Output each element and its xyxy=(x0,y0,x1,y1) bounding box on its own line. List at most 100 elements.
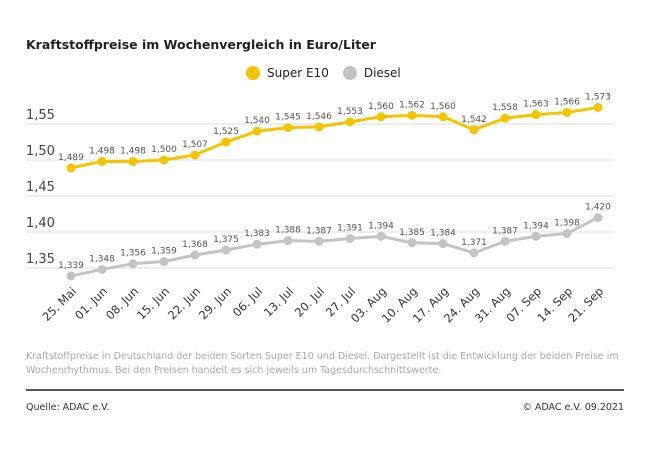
data-point xyxy=(593,213,603,223)
data-label: 1,546 xyxy=(306,112,332,122)
data-point xyxy=(314,236,324,246)
data-point xyxy=(314,122,324,132)
data-point xyxy=(252,126,262,136)
data-point xyxy=(593,102,603,112)
x-tick-label: 13. Jul xyxy=(261,284,296,319)
data-label: 1,339 xyxy=(58,261,84,271)
data-label: 1,562 xyxy=(399,100,425,110)
data-point xyxy=(500,113,510,123)
data-point xyxy=(159,155,169,165)
data-label: 1,359 xyxy=(151,247,177,257)
y-tick-label: 1,40 xyxy=(26,216,55,231)
x-tick-label: 22. Jun xyxy=(165,284,203,322)
data-point xyxy=(469,248,479,258)
data-point xyxy=(407,110,417,120)
data-point xyxy=(159,257,169,267)
chart-title: Kraftstoffpreise im Wochenvergleich in E… xyxy=(26,37,376,52)
data-point xyxy=(190,250,200,260)
data-label: 1,385 xyxy=(399,228,425,238)
data-point xyxy=(407,238,417,248)
data-label: 1,356 xyxy=(120,249,146,259)
data-label: 1,545 xyxy=(275,113,301,123)
data-label: 1,542 xyxy=(461,115,487,125)
data-label: 1,420 xyxy=(585,203,611,213)
x-tick-label: 29. Jun xyxy=(196,284,234,322)
data-label: 1,540 xyxy=(244,116,270,126)
data-point xyxy=(128,259,138,269)
x-tick-label: 01. Jun xyxy=(72,284,110,322)
y-tick-label: 1,35 xyxy=(26,252,55,267)
data-point xyxy=(562,228,572,238)
x-tick-label: 20. Jul xyxy=(292,284,327,319)
data-point xyxy=(283,236,293,246)
data-point xyxy=(376,231,386,241)
legend-label-super: Super E10 xyxy=(267,66,329,80)
y-tick-label: 1,50 xyxy=(26,144,55,159)
source: Quelle: ADAC e.V. xyxy=(26,402,110,413)
x-tick-label: 08. Jun xyxy=(103,284,141,322)
data-label: 1,553 xyxy=(337,107,363,117)
data-point xyxy=(345,117,355,127)
data-label: 1,368 xyxy=(182,240,208,250)
data-label: 1,398 xyxy=(554,218,580,228)
data-point xyxy=(252,239,262,249)
x-tick-label: 06. Jul xyxy=(230,284,265,319)
chart-note: Kraftstoffpreise in Deutschland der beid… xyxy=(26,351,619,376)
legend-label-diesel: Diesel xyxy=(363,66,401,80)
data-point xyxy=(531,110,541,120)
legend-dot-diesel xyxy=(342,66,357,80)
data-point xyxy=(531,231,541,241)
data-label: 1,489 xyxy=(58,153,84,163)
data-label: 1,383 xyxy=(244,229,270,239)
data-label: 1,525 xyxy=(213,127,239,137)
data-point xyxy=(221,137,231,147)
data-label: 1,391 xyxy=(337,223,363,233)
data-point xyxy=(190,150,200,160)
data-point xyxy=(221,245,231,255)
data-label: 1,498 xyxy=(89,146,115,156)
divider xyxy=(26,389,624,391)
data-label: 1,563 xyxy=(523,100,549,110)
series-line-super xyxy=(70,105,599,170)
data-label: 1,371 xyxy=(461,238,487,248)
data-label: 1,388 xyxy=(275,226,301,236)
data-point xyxy=(562,107,572,117)
data-label: 1,387 xyxy=(306,226,332,236)
data-label: 1,384 xyxy=(430,229,456,239)
data-label: 1,560 xyxy=(430,102,456,112)
x-tick-label: 25. Mai xyxy=(39,284,79,324)
data-point xyxy=(345,233,355,243)
data-point xyxy=(66,271,76,281)
legend-item-super: Super E10 xyxy=(246,66,329,80)
data-point xyxy=(66,163,76,173)
data-label: 1,500 xyxy=(151,145,177,155)
data-point xyxy=(376,112,386,122)
series-line-diesel xyxy=(70,216,599,278)
legend-item-diesel: Diesel xyxy=(342,66,401,80)
data-label: 1,560 xyxy=(368,102,394,112)
data-label: 1,566 xyxy=(554,97,580,107)
data-label: 1,573 xyxy=(585,92,611,102)
data-label: 1,394 xyxy=(368,221,394,231)
legend: Super E10 Diesel xyxy=(246,66,415,80)
data-label: 1,394 xyxy=(523,221,549,231)
data-point xyxy=(438,239,448,249)
legend-dot-super xyxy=(246,66,260,80)
data-point xyxy=(128,156,138,166)
y-tick-label: 1,45 xyxy=(26,180,55,195)
y-tick-label: 1,55 xyxy=(26,108,55,123)
data-label: 1,558 xyxy=(492,103,518,113)
copyright: © ADAC e.V. 09.2021 xyxy=(522,402,624,413)
data-label: 1,387 xyxy=(492,226,518,236)
data-point xyxy=(500,236,510,246)
x-tick-label: 15. Jun xyxy=(134,284,172,322)
data-point xyxy=(97,264,107,274)
data-label: 1,507 xyxy=(182,140,208,150)
data-label: 1,348 xyxy=(89,254,115,264)
data-point xyxy=(469,125,479,135)
data-point xyxy=(283,123,293,133)
data-label: 1,498 xyxy=(120,146,146,156)
data-point xyxy=(97,156,107,166)
x-tick-label: 21. Sep xyxy=(565,284,606,325)
